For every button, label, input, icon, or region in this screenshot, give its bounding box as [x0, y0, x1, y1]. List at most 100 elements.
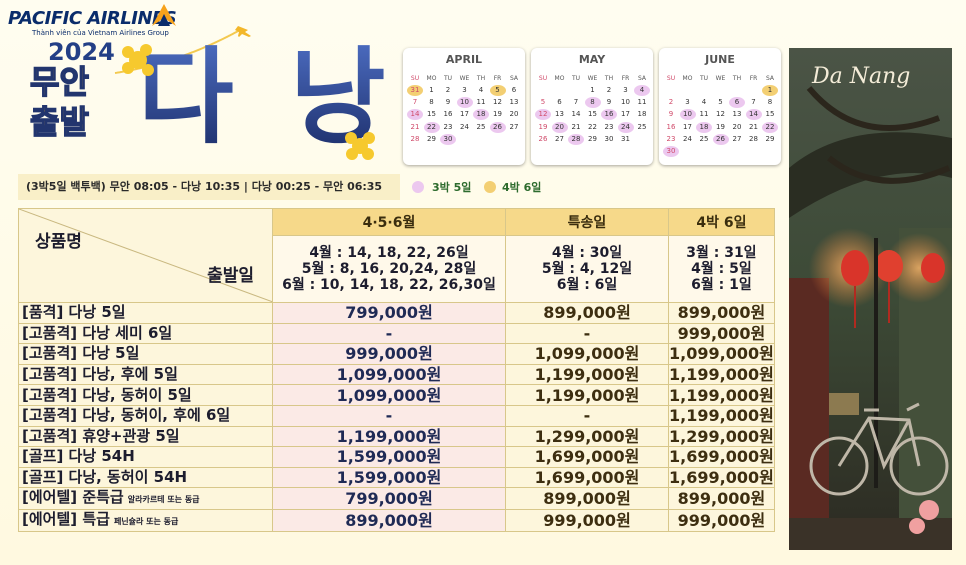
calendar-day: 11 [637, 98, 647, 107]
calendar-day: 10 [621, 98, 630, 107]
legend-label: 4박 6일 [502, 181, 542, 194]
dates-cell: 4월 : 14, 18, 22, 26일 5월 : 8, 16, 20,24, 2… [272, 235, 506, 303]
product-row: [에어텔] 특급 페닌슐라 또는 동급 899,000원 999,000원 999,00… [18, 509, 775, 533]
weekday: SU [410, 75, 420, 82]
price: 1,199,000원 [272, 425, 506, 448]
price: 899,000원 [668, 487, 775, 511]
header-row: 상품명 출발일 4·5·6월 특송일 4박 6일 [18, 208, 775, 303]
calendar-month: APRIL [445, 53, 483, 66]
calendar-day: 30 [604, 134, 614, 143]
calendar-day: 6 [511, 86, 517, 94]
price: - [272, 404, 506, 427]
calendar-day: 16 [666, 122, 676, 131]
product-name: [에어텔] 준특급 알라카르테 또는 동급 [18, 487, 273, 511]
price: 999,000원 [505, 509, 669, 533]
weekday: FR [749, 75, 758, 82]
calendar-day: 5 [540, 98, 546, 107]
calendar-day: 10 [456, 97, 473, 109]
price: 1,099,000원 [668, 343, 775, 365]
calendar: MAY SU MO TU WE TH FR SA 1 2 3 4 5 6 7 8 9 10 11 12 13 14 15 16… [531, 48, 653, 165]
calendar-day: 4 [634, 85, 650, 96]
calendar-day: 15 [427, 110, 436, 119]
dates-cell: 3월 : 31일 4월 : 5일 6월 : 1일 [668, 235, 775, 303]
product-name: [고품격] 다낭 5일 [18, 343, 273, 365]
weekday: SA [765, 75, 775, 82]
weekday: SA [637, 75, 647, 82]
price: 1,199,000원 [668, 363, 775, 386]
price: 899,000원 [668, 302, 775, 324]
calendar-day: 2 [445, 86, 451, 94]
schedule: (3박5일 백투백) 무안 08:05 - 다낭 10:35 | 다낭 00:2… [18, 174, 400, 200]
price: 1,299,000원 [668, 425, 775, 448]
product-note: 알라카르테 또는 동급 [127, 495, 200, 505]
weekday: SA [509, 75, 519, 82]
dates-row: 4월 : 14, 18, 22, 26일 5월 : 8, 16, 20,24, 2… [19, 235, 775, 303]
calendar-day: 20 [551, 121, 568, 133]
weekday: FR [493, 75, 502, 82]
product-name-text: [고품격] 다낭, 동허이 5일 [22, 385, 192, 404]
calendar-day: 10 [679, 109, 696, 121]
calendar-day: 13 [555, 110, 564, 119]
calendar-day: 7 [751, 98, 756, 107]
calendar-day: 9 [668, 110, 674, 119]
date-line: 3월 : 31일 [686, 245, 757, 261]
product-name-text: [품격] 다낭 5일 [22, 303, 126, 322]
weekday: WE [715, 75, 726, 82]
calendar-day: 17 [460, 110, 469, 119]
calendar-day: 31 [621, 134, 630, 143]
price: 999,000원 [272, 343, 506, 365]
calendar-day: 9 [606, 98, 612, 107]
calendar-day: 18 [696, 121, 712, 133]
date-line: 5월 : 4, 12일 [541, 261, 633, 277]
price: 799,000원 [272, 487, 506, 511]
product-name-text: [에어텔] 준특급 [22, 488, 124, 507]
calendar-day: 26 [489, 121, 506, 133]
legend-swatch [412, 181, 424, 193]
product-name: [품격] 다낭 5일 [18, 302, 273, 324]
product-row: [품격] 다낭 5일 799,000원 899,000원 899,000원 [18, 302, 775, 324]
weekday: TU [443, 75, 453, 82]
price: 1,599,000원 [272, 466, 506, 489]
calendar-day: 1 [762, 85, 778, 96]
calendar-day: 16 [601, 109, 617, 121]
calendar-day: 14 [571, 110, 581, 119]
product-row: [고품격] 다낭, 후에 5일 1,099,000원 1,199,000원 1,199… [18, 363, 775, 386]
calendar-day: 12 [716, 110, 725, 119]
calendar-day: 8 [429, 98, 434, 107]
calendar-day: 2 [606, 86, 612, 94]
date-line: 5월 : 8, 16, 20,24, 28일 [301, 261, 477, 277]
calendar-day: 8 [767, 98, 773, 107]
calendar-day: 3 [623, 86, 628, 94]
calendar-day: 6 [729, 97, 745, 109]
calendar-day: 28 [568, 133, 584, 145]
calendar-day: 27 [509, 122, 519, 131]
price: 799,000원 [272, 302, 506, 324]
calendar-month: JUNE [705, 53, 735, 66]
brand-logo [152, 4, 176, 26]
product-name: [골프] 다낭, 동허이 54H [18, 466, 273, 489]
calendar-day: 15 [765, 110, 775, 119]
product-name-text: [골프] 다낭 54H [22, 447, 135, 466]
corner-cell: 상품명 출발일 [18, 208, 273, 303]
price: 1,199,000원 [668, 404, 775, 427]
calendar-day: 15 [588, 110, 597, 119]
weekday: SU [538, 75, 548, 82]
calendar-day: 4 [478, 86, 484, 94]
calendar-day: 9 [445, 98, 451, 107]
price: 1,099,000원 [505, 343, 669, 365]
photo-caption: Da Nang [812, 64, 911, 89]
price: - [505, 404, 669, 427]
column-header: 4박 6일 [668, 208, 775, 236]
product-name: [에어텔] 특급 페닌슐라 또는 동급 [18, 509, 273, 533]
calendar-day: 17 [683, 122, 692, 131]
calendar-day: 21 [410, 122, 420, 131]
price: 1,699,000원 [505, 446, 669, 468]
calendar-day: 25 [637, 122, 647, 131]
calendar-day: 19 [716, 122, 725, 131]
calendar-day: 6 [557, 98, 562, 107]
calendar-day: 1 [590, 86, 595, 94]
legend-label: 3박 5일 [432, 181, 472, 194]
price: 1,099,000원 [272, 384, 506, 406]
price: 899,000원 [505, 302, 669, 324]
origin-line2: 출발 [29, 103, 89, 141]
